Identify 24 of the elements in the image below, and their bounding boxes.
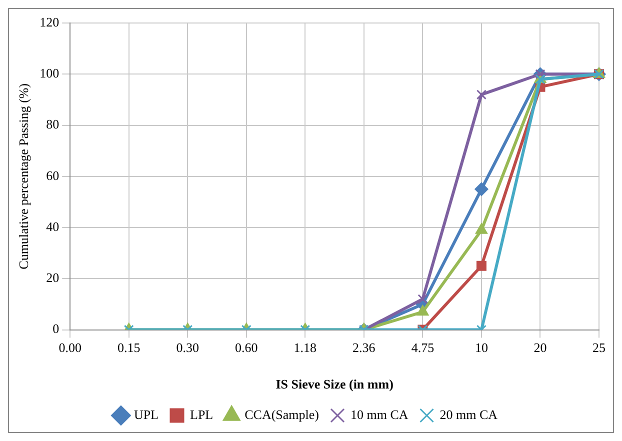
legend-label: CCA(Sample) [244,406,319,422]
y-tick-label: 40 [46,218,60,234]
y-tick-label: 20 [46,270,60,286]
x-axis-title: IS Sieve Size (in mm) [276,376,394,392]
legend-label: LPL [190,406,214,422]
x-tick-label: 0.30 [176,340,200,356]
y-tick-label: 0 [52,321,60,336]
y-tick-label: 100 [40,66,60,81]
legend-label: 10 mm CA [350,406,409,422]
legend-label: 20 mm CA [440,406,498,422]
x-tick-label: 2.36 [352,340,376,356]
x-tick-label: 25 [592,340,606,356]
x-tick-label: 0.15 [117,340,140,356]
x-tick-label: 0.60 [235,340,258,356]
y-tick-label: 60 [46,168,60,183]
x-tick-label: 1.18 [294,340,317,356]
y-tick-label: 120 [40,14,60,30]
legend-label: UPL [134,406,159,422]
y-axis-title: Cumulative percentage Passing (%) [16,83,32,270]
x-tick-label: 4.75 [411,340,434,356]
x-tick-label: 10 [474,340,488,356]
y-tick-label: 80 [46,116,60,132]
x-tick-label: 0.00 [58,340,82,356]
x-tick-label: 20 [534,340,547,356]
